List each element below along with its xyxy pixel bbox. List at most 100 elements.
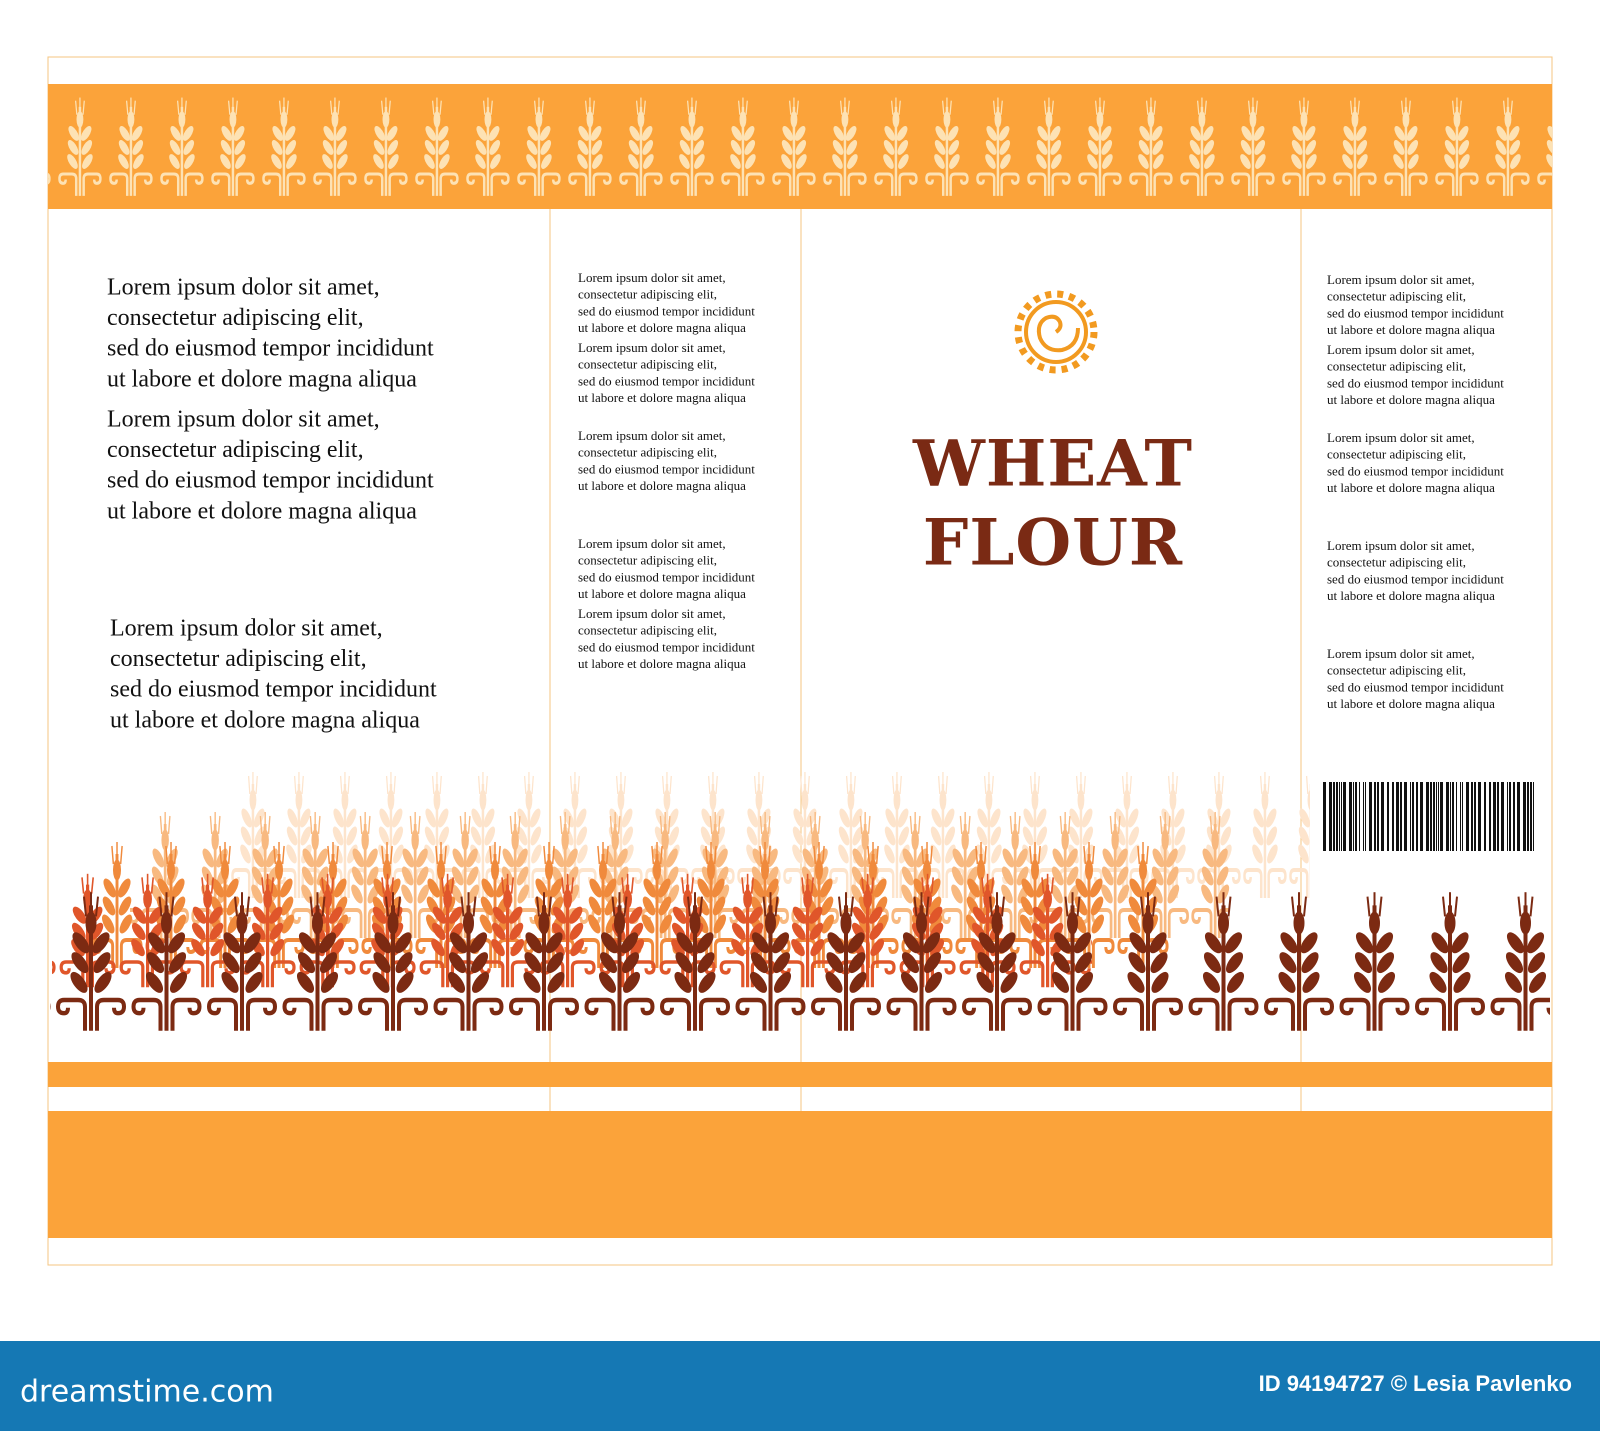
barcode-bar bbox=[1412, 782, 1414, 851]
body-text-line: consectetur adipiscing elit, bbox=[578, 623, 717, 638]
title-line: WHEAT bbox=[912, 427, 1193, 502]
wheat-field bbox=[50, 770, 1550, 1036]
barcode-bar bbox=[1377, 782, 1379, 851]
barcode-bar bbox=[1440, 782, 1443, 851]
text-panels: Lorem ipsum dolor sit amet, consectetur a… bbox=[107, 270, 1504, 733]
body-text-line: Lorem ipsum dolor sit amet, bbox=[110, 616, 383, 642]
barcode-bar bbox=[1446, 782, 1449, 851]
body-text-line: consectetur adipiscing elit, bbox=[1327, 359, 1466, 374]
body-text-line: consectetur adipiscing elit, bbox=[1327, 289, 1466, 304]
barcode-bar bbox=[1392, 782, 1394, 851]
barcode-bar bbox=[1478, 782, 1481, 851]
body-text-line: Lorem ipsum dolor sit amet, bbox=[1327, 342, 1475, 357]
body-text-line: ut labore et dolore magna aliqua bbox=[578, 390, 746, 405]
body-text-line: Lorem ipsum dolor sit amet, bbox=[1327, 538, 1475, 553]
barcode-bar bbox=[1387, 782, 1389, 851]
body-text-line: sed do eiusmod tempor incididunt bbox=[110, 677, 437, 703]
barcode-bar bbox=[1456, 782, 1457, 851]
barcode-bar bbox=[1349, 782, 1352, 851]
body-text-line: Lorem ipsum dolor sit amet, bbox=[578, 428, 726, 443]
top-wheat-pattern bbox=[48, 90, 1552, 203]
barcode-bar bbox=[1527, 782, 1529, 851]
barcode-bar bbox=[1460, 782, 1461, 851]
body-text-line: Lorem ipsum dolor sit amet, bbox=[1327, 646, 1475, 661]
barcode-bar bbox=[1450, 782, 1451, 851]
body-text-line: consectetur adipiscing elit, bbox=[1327, 555, 1466, 570]
body-text-line: consectetur adipiscing elit, bbox=[1327, 447, 1466, 462]
barcode-bar bbox=[1507, 782, 1508, 851]
barcode-bar bbox=[1341, 782, 1342, 851]
body-text-line: ut labore et dolore magna aliqua bbox=[110, 707, 420, 733]
body-text-line: sed do eiusmod tempor incididunt bbox=[1327, 571, 1504, 586]
barcode-bar bbox=[1365, 782, 1366, 851]
barcode-bar bbox=[1410, 782, 1411, 851]
barcode-bar bbox=[1355, 782, 1357, 851]
barcode-bar bbox=[1359, 782, 1360, 851]
barcode-bar bbox=[1436, 782, 1437, 851]
body-text-line: sed do eiusmod tempor incididunt bbox=[578, 461, 755, 476]
body-text-line: sed do eiusmod tempor incididunt bbox=[107, 468, 434, 494]
footer-site: dreamstime.com bbox=[20, 1375, 274, 1410]
body-text-line: ut labore et dolore magna aliqua bbox=[578, 478, 746, 493]
barcode-bar bbox=[1396, 782, 1399, 851]
barcode-bar bbox=[1400, 782, 1402, 851]
barcode-bar bbox=[1353, 782, 1354, 851]
barcode-bar bbox=[1517, 782, 1520, 851]
barcode-bar bbox=[1493, 782, 1496, 851]
body-text-line: Lorem ipsum dolor sit amet, bbox=[578, 606, 726, 621]
body-text-line: Lorem ipsum dolor sit amet, bbox=[578, 270, 726, 285]
barcode bbox=[1320, 780, 1538, 853]
body-text-line: Lorem ipsum dolor sit amet, bbox=[107, 407, 380, 433]
barcode-bar bbox=[1513, 782, 1515, 851]
body-text-line: ut labore et dolore magna aliqua bbox=[1327, 588, 1495, 603]
barcode-bar bbox=[1404, 782, 1407, 851]
barcode-bar bbox=[1323, 782, 1326, 851]
body-text-line: consectetur adipiscing elit, bbox=[578, 357, 717, 372]
footer-credit: ID 94194727 © Lesia Pavlenko bbox=[1259, 1371, 1572, 1396]
body-text-line: consectetur adipiscing elit, bbox=[578, 553, 717, 568]
sun-logo bbox=[1014, 290, 1098, 374]
body-text-line: consectetur adipiscing elit, bbox=[107, 437, 364, 463]
barcode-bar bbox=[1433, 782, 1435, 851]
body-text-line: ut labore et dolore magna aliqua bbox=[578, 656, 746, 671]
barcode-bar bbox=[1489, 782, 1491, 851]
barcode-bar bbox=[1484, 782, 1486, 851]
barcode-bar bbox=[1509, 782, 1511, 851]
body-text-line: Lorem ipsum dolor sit amet, bbox=[1327, 430, 1475, 445]
body-text-line: ut labore et dolore magna aliqua bbox=[1327, 696, 1495, 711]
text-panel: Lorem ipsum dolor sit amet, consectetur a… bbox=[578, 270, 755, 671]
body-text-line: ut labore et dolore magna aliqua bbox=[1327, 480, 1495, 495]
text-panel: Lorem ipsum dolor sit amet, consectetur a… bbox=[1327, 272, 1504, 711]
body-text-line: consectetur adipiscing elit, bbox=[110, 646, 367, 672]
barcode-bar bbox=[1426, 782, 1429, 851]
bottom-band bbox=[48, 1111, 1552, 1238]
barcode-bar bbox=[1333, 782, 1335, 851]
body-text-line: sed do eiusmod tempor incididunt bbox=[1327, 679, 1504, 694]
barcode-bar bbox=[1369, 782, 1372, 851]
body-text-line: consectetur adipiscing elit, bbox=[107, 305, 364, 331]
body-text-line: sed do eiusmod tempor incididunt bbox=[1327, 463, 1504, 478]
title-line: FLOUR bbox=[923, 506, 1183, 581]
barcode-bar bbox=[1530, 782, 1532, 851]
bottom-stripe bbox=[48, 1062, 1552, 1087]
barcode-bar bbox=[1533, 782, 1534, 851]
barcode-bar bbox=[1381, 782, 1384, 851]
body-text-line: ut labore et dolore magna aliqua bbox=[578, 320, 746, 335]
body-text-line: Lorem ipsum dolor sit amet, bbox=[1327, 272, 1475, 287]
body-text-line: consectetur adipiscing elit, bbox=[578, 287, 717, 302]
barcode-bar bbox=[1374, 782, 1376, 851]
body-text-line: sed do eiusmod tempor incididunt bbox=[1327, 305, 1504, 320]
body-text-line: ut labore et dolore magna aliqua bbox=[107, 366, 417, 392]
barcode-bar bbox=[1339, 782, 1340, 851]
barcode-bar bbox=[1343, 782, 1346, 851]
body-text-line: ut labore et dolore magna aliqua bbox=[578, 586, 746, 601]
barcode-bar bbox=[1462, 782, 1463, 851]
barcode-bar bbox=[1497, 782, 1499, 851]
body-text-line: sed do eiusmod tempor incididunt bbox=[578, 303, 755, 318]
barcode-bar bbox=[1329, 782, 1332, 851]
body-text-line: sed do eiusmod tempor incididunt bbox=[578, 373, 755, 388]
body-text-line: Lorem ipsum dolor sit amet, bbox=[578, 536, 726, 551]
